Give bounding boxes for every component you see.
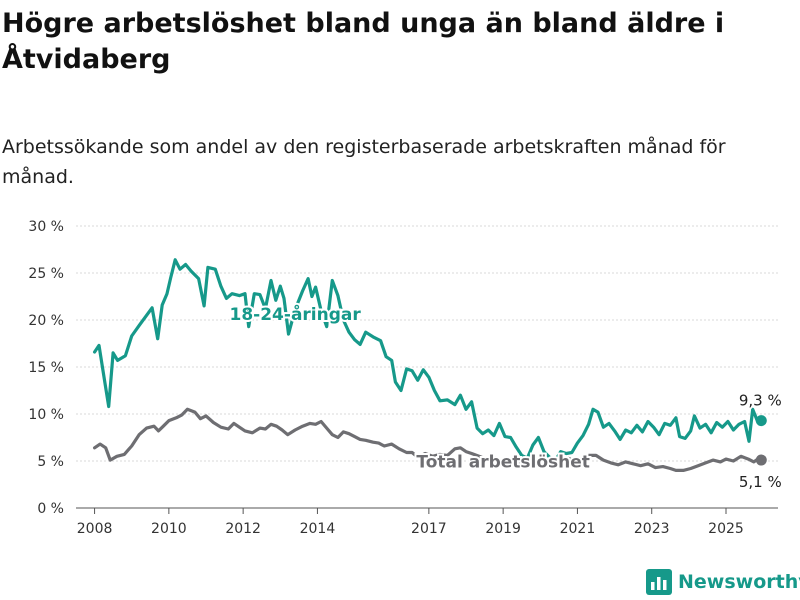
y-axis: 0 % 5 % 10 % 15 % 20 % 25 % 30 % (28, 219, 64, 517)
y-tick-label: 15 % (28, 360, 64, 376)
x-tick-label: 2012 (225, 521, 261, 537)
end-value-label-0: 9,3 % (739, 392, 782, 410)
y-tick-label: 25 % (28, 266, 64, 282)
x-tick-label: 2025 (708, 521, 744, 537)
x-tick-label: 2010 (151, 521, 187, 537)
brand-logo[interactable]: Newsworthy (646, 566, 800, 598)
series-end-point-1 (755, 454, 767, 466)
bar-chart-logo-icon (646, 569, 672, 595)
series-lines (93, 258, 767, 472)
x-tick-label: 2021 (560, 521, 596, 537)
x-tick-label: 2014 (300, 521, 336, 537)
x-tick-label: 2017 (411, 521, 447, 537)
x-tick-label: 2023 (634, 521, 670, 537)
y-tick-label: 10 % (28, 407, 64, 423)
end-value-label-1: 5,1 % (739, 473, 782, 491)
series-label-0: 18-24-åringar (230, 303, 362, 325)
grid-lines (76, 225, 778, 462)
series-labels: 18-24-åringar Total arbetslöshet 9,3 % 5,1 … (228, 301, 784, 493)
series-label-1: Total arbetslöshet (416, 453, 590, 473)
y-tick-label: 20 % (28, 313, 64, 329)
x-axis: 2008 2010 2012 2014 2017 2019 2021 2023 2025 (76, 507, 778, 537)
brand-name: Newsworthy (678, 571, 800, 593)
series-line-1 (93, 407, 763, 472)
line-chart: 0 %5 %10 %15 %20 %25 %30 % 2008 2010 2012 2… (28, 219, 784, 537)
x-tick-label: 2019 (485, 521, 521, 537)
chart-subtitle: Arbetssökande som andel av den registerb… (2, 136, 726, 188)
series-line-0 (93, 258, 763, 463)
series-end-point-0 (755, 415, 767, 427)
chart-title: Högre arbetslöshet bland unga än bland ä… (2, 8, 725, 75)
y-tick-label: 0 % (37, 501, 64, 517)
y-tick-label: 5 % (37, 454, 64, 470)
x-tick-label: 2008 (77, 521, 113, 537)
y-tick-label: 30 % (28, 219, 64, 235)
